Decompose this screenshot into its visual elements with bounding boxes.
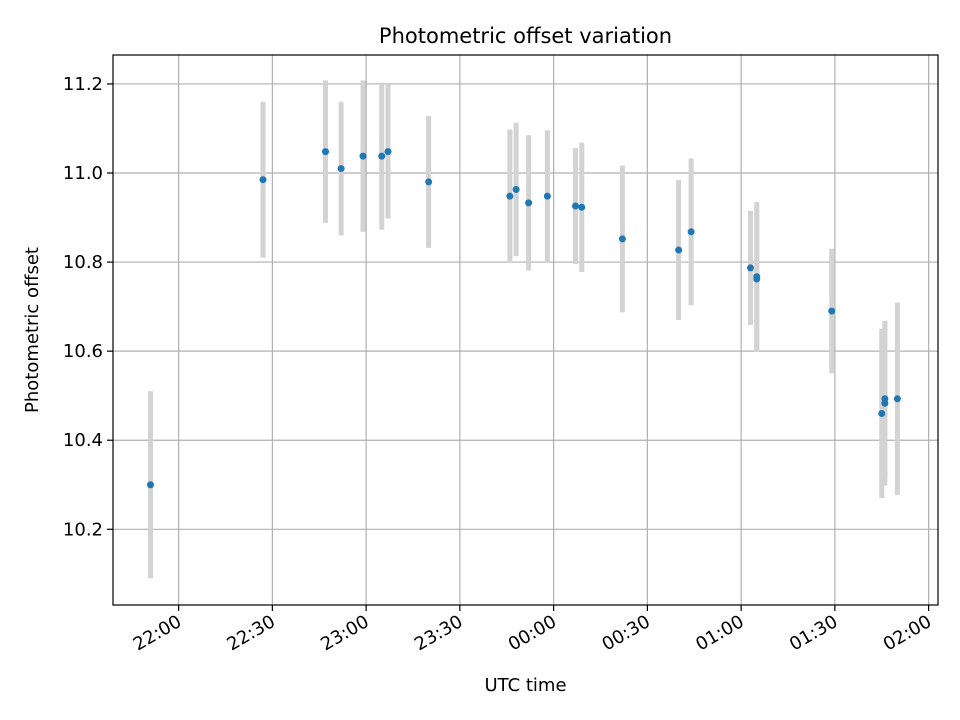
data-point bbox=[512, 185, 520, 193]
data-point bbox=[618, 235, 626, 243]
x-tick-label: 00:30 bbox=[598, 611, 653, 655]
y-axis-label: Photometric offset bbox=[22, 247, 43, 413]
x-tick-label: 22:30 bbox=[223, 611, 278, 655]
x-tick-label: 01:30 bbox=[786, 611, 841, 655]
x-axis-ticks: 22:00 22:30 23:00 23:30 00:00 00:30 01:00 01:30… bbox=[130, 605, 935, 655]
data-point bbox=[878, 410, 886, 418]
data-point bbox=[543, 192, 551, 200]
y-tick-label: 11.0 bbox=[63, 163, 103, 184]
data-point bbox=[753, 275, 761, 283]
data-point bbox=[506, 192, 514, 200]
grid-lines bbox=[113, 55, 938, 605]
data-point bbox=[525, 199, 533, 207]
data-point bbox=[384, 148, 392, 156]
plot-frame bbox=[112, 54, 939, 606]
y-axis-ticks: 10.2 10.4 10.6 10.8 11.0 11.2 bbox=[63, 74, 113, 540]
error-bars bbox=[148, 80, 900, 579]
chart-title: Photometric offset variation bbox=[379, 24, 672, 48]
data-point bbox=[322, 148, 329, 156]
data-point bbox=[572, 202, 579, 210]
x-tick-label: 02:00 bbox=[880, 611, 935, 655]
y-tick-label: 10.8 bbox=[63, 252, 103, 273]
data-point bbox=[147, 481, 154, 489]
data-point bbox=[675, 246, 683, 254]
x-axis-label: UTC time bbox=[484, 675, 566, 696]
data-point bbox=[578, 203, 586, 211]
y-tick-label: 11.2 bbox=[63, 74, 103, 95]
data-point bbox=[828, 307, 836, 315]
x-tick-label: 23:30 bbox=[411, 611, 466, 655]
data-point bbox=[337, 165, 345, 173]
x-tick-label: 01:00 bbox=[692, 611, 747, 655]
data-point bbox=[259, 176, 267, 184]
y-tick-label: 10.2 bbox=[63, 519, 103, 540]
data-point bbox=[687, 228, 695, 236]
data-point bbox=[893, 395, 901, 403]
data-point bbox=[378, 152, 386, 160]
y-tick-label: 10.6 bbox=[63, 341, 103, 362]
x-tick-label: 23:00 bbox=[317, 611, 372, 655]
y-tick-label: 10.4 bbox=[63, 430, 103, 451]
data-point bbox=[359, 152, 367, 160]
x-tick-label: 22:00 bbox=[130, 611, 185, 655]
data-points bbox=[147, 148, 901, 489]
data-point bbox=[425, 178, 433, 186]
data-point bbox=[747, 264, 754, 272]
data-point bbox=[881, 399, 889, 407]
x-tick-label: 00:00 bbox=[505, 611, 560, 655]
